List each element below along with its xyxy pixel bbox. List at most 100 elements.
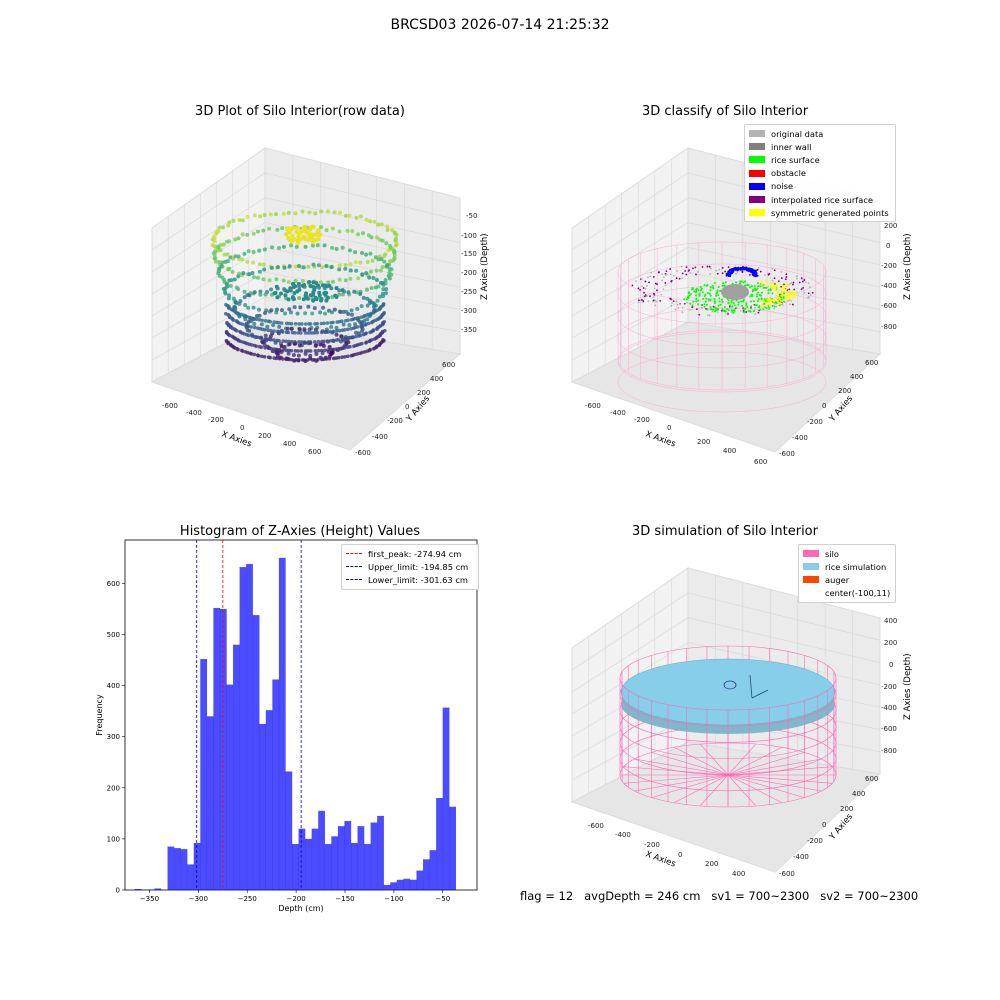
- scatter-point: [304, 295, 309, 300]
- scatter-point: [261, 277, 266, 282]
- scatter-point: [685, 298, 688, 301]
- hist-bar: [259, 723, 266, 890]
- hist-ytick-label: 200: [107, 784, 120, 792]
- scatter-point: [798, 281, 801, 284]
- scatter-point: [306, 331, 311, 335]
- scatter-point: [744, 307, 747, 310]
- scatter-point: [294, 225, 300, 231]
- scatter-point: [712, 287, 715, 290]
- scatter-point: [648, 281, 650, 284]
- scatter-point: [243, 350, 248, 354]
- scatter-point: [245, 259, 250, 264]
- scatter-point: [783, 283, 785, 286]
- scatter-point: [277, 347, 282, 352]
- scatter-point: [725, 312, 727, 315]
- scatter-point: [730, 307, 733, 310]
- scatter-point: [229, 278, 234, 283]
- scatter-point: [233, 254, 238, 259]
- scatter-point: [257, 307, 262, 312]
- hist-bar: [449, 806, 456, 890]
- hist-bar: [206, 716, 214, 890]
- legend-swatch: [749, 169, 765, 177]
- scatter-point: [293, 264, 298, 269]
- scatter-point: [660, 294, 663, 296]
- scatter-point: [709, 294, 712, 297]
- scatter-point: [643, 295, 646, 298]
- scatter-point: [245, 232, 250, 237]
- scatter-point: [773, 277, 776, 280]
- p4-ytick: -400: [793, 853, 809, 861]
- scatter-point: [283, 288, 288, 293]
- scatter-point: [754, 313, 757, 316]
- scatter-point: [374, 268, 379, 273]
- legend-item: interpolated rice surface: [749, 193, 891, 206]
- scatter-point: [703, 295, 706, 298]
- panel4-title: 3D simulation of Silo Interior: [632, 524, 818, 539]
- scatter-point: [330, 245, 335, 250]
- hist-bar: [265, 710, 273, 890]
- scatter-point: [723, 284, 726, 287]
- scatter-point: [347, 248, 352, 253]
- p2-xlabel: X Axies: [644, 429, 677, 449]
- scatter-point: [347, 322, 352, 327]
- p4-ztick: 0: [889, 661, 893, 669]
- scatter-point: [353, 322, 358, 327]
- scatter-point: [326, 330, 330, 334]
- scatter-point: [252, 352, 257, 357]
- scatter-point: [293, 349, 298, 353]
- scatter-point: [691, 304, 694, 307]
- scatter-point: [246, 249, 251, 254]
- p4-xtick: -200: [644, 841, 660, 849]
- scatter-point: [287, 339, 291, 344]
- scatter-point: [311, 262, 316, 267]
- hist-xtick-label: −250: [238, 895, 257, 903]
- scatter-point: [318, 280, 323, 285]
- hist-xtick-label: −200: [286, 895, 305, 903]
- scatter-point: [281, 244, 286, 249]
- hist-ylabel: Frequency: [95, 694, 104, 736]
- scatter-point: [365, 303, 370, 308]
- scatter-point: [262, 247, 267, 252]
- scatter-point: [323, 330, 327, 335]
- scatter-point: [343, 354, 347, 359]
- scatter-point: [752, 300, 755, 303]
- hist-bar: [246, 564, 253, 890]
- scatter-point: [803, 291, 806, 294]
- scatter-point: [369, 285, 374, 290]
- scatter-point: [765, 286, 768, 289]
- scatter-point: [719, 303, 722, 306]
- scatter-point: [750, 300, 753, 303]
- scatter-point: [721, 284, 724, 287]
- scatter-point: [717, 311, 719, 313]
- scatter-point: [354, 268, 359, 273]
- scatter-point: [697, 303, 700, 306]
- scatter-point: [683, 298, 686, 301]
- legend-label: Lower_limit: -301.63 cm: [368, 574, 468, 585]
- legend-label: inner wall: [771, 141, 812, 152]
- scatter-point: [791, 303, 794, 306]
- scatter-point: [791, 289, 794, 292]
- scatter-point: [273, 290, 278, 295]
- scatter-point: [728, 274, 732, 278]
- scatter-point: [647, 276, 649, 279]
- hist-bar: [344, 821, 352, 890]
- scatter-point: [783, 294, 786, 297]
- scatter-point: [265, 324, 270, 329]
- scatter-point: [746, 305, 749, 308]
- scatter-point: [729, 268, 732, 272]
- scatter-point: [671, 302, 673, 304]
- scatter-point: [785, 273, 788, 276]
- scatter-point: [737, 303, 740, 306]
- scatter-point: [737, 301, 740, 304]
- scatter-point: [261, 262, 266, 267]
- legend-item: rice simulation: [803, 560, 891, 573]
- scatter-point: [348, 262, 353, 267]
- grid-line: [571, 617, 689, 693]
- scatter-point: [751, 293, 754, 296]
- scatter-point: [297, 343, 302, 348]
- scatter-point: [279, 321, 284, 325]
- scatter-point: [337, 267, 342, 272]
- scatter-point: [370, 320, 374, 325]
- scatter-point: [365, 259, 370, 264]
- scatter-point: [380, 264, 385, 269]
